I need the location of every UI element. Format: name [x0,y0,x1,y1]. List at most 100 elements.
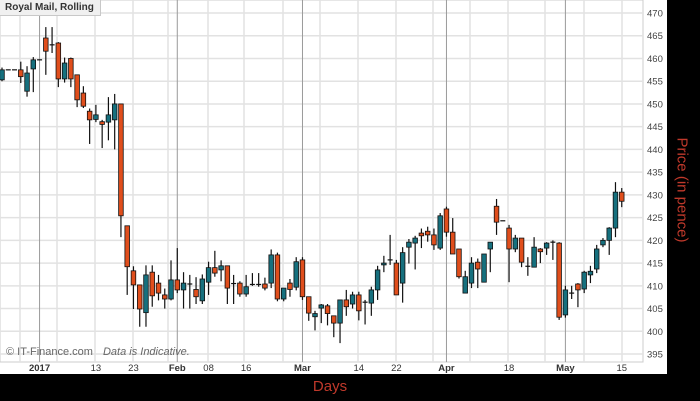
candle-body [143,274,149,314]
watermark-text: © IT-Finance.com [6,346,93,358]
x-tick-label: 16 [241,363,252,374]
candle [581,270,587,294]
candle [456,248,462,279]
candle-body [575,283,581,291]
candle-body [531,246,537,268]
candle-body [193,289,199,298]
candle [237,281,243,297]
candle-body [424,230,431,236]
candle-body [224,265,231,289]
candle-body [349,294,356,305]
candle [374,265,381,300]
candle [111,93,118,150]
x-tick-label: 23 [128,363,139,374]
x-tick-label: May [556,363,575,374]
candle [24,66,30,97]
x-tick-label: 2017 [29,363,50,374]
candle-body [506,227,512,250]
candle [149,265,155,307]
candle-body [581,271,587,290]
candle-body [243,286,249,295]
candle [569,285,575,300]
candle [155,274,162,301]
y-tick-label: 400 [647,327,663,338]
candle-body [268,254,274,284]
candle-body [124,225,130,268]
candle-body [306,296,312,314]
x-axis-label: Days [312,378,348,395]
x-tick-label: 22 [391,363,402,374]
candle-body [619,191,625,202]
candle [30,57,36,93]
candle [493,198,500,235]
y-tick-label: 465 [647,31,663,42]
candle-body [55,42,62,80]
candle [74,74,80,108]
x-tick-label: Mar [294,363,311,374]
candle-body [562,289,569,316]
candle [287,278,293,297]
y-tick-label: 395 [647,350,663,361]
candle-body [212,267,218,274]
candle [525,257,531,276]
candle-body [556,242,562,318]
candle [368,286,375,316]
candle-body [205,267,212,283]
candle [312,310,318,331]
candle-body [337,299,343,324]
candle [231,274,237,305]
candle-body [606,227,612,241]
candle [43,27,49,75]
candle [143,265,149,327]
candle [450,218,456,255]
candle-body [518,237,525,263]
candle [612,182,619,238]
candle [337,299,343,344]
candle-body [218,265,224,271]
x-tick-label: 08 [203,363,214,374]
candle-body [174,279,180,291]
candle-body [406,241,412,248]
candle [600,238,606,248]
candle [356,291,362,321]
candle-body [68,58,74,80]
candle [412,235,418,270]
candle [331,315,337,338]
candle-body [43,37,49,52]
candle [468,257,475,289]
candle [531,237,537,268]
candle [324,304,331,326]
candle [306,296,312,321]
candle-body [118,103,124,217]
y-tick-label: 415 [647,259,663,270]
candle-body [443,208,450,233]
candle-body [274,254,281,300]
candle-body [594,248,600,270]
y-tick-label: 435 [647,168,663,179]
candle [256,273,262,287]
candle [362,299,368,325]
chart-title: Royal Mail, Rolling [0,0,101,16]
y-tick-label: 410 [647,281,663,292]
candle-body [356,294,362,312]
candle [274,252,281,302]
candle [556,242,562,320]
candle [61,57,68,83]
candle [387,234,393,265]
candle [180,272,187,309]
candle [506,224,512,283]
candle [299,257,306,300]
candle [137,284,143,327]
candle [550,240,556,260]
candle [487,241,493,273]
candle-body [318,304,324,309]
candle [193,277,199,305]
candle-body [399,252,406,284]
x-tick-label: 18 [504,363,515,374]
y-tick-label: 460 [647,54,663,65]
candle-body [493,205,500,223]
candle [93,104,99,123]
candle-body [24,72,30,92]
candlestick-chart: 395 400 405 410 415 420 425 430 435 440 445 450 455 4… [0,0,663,374]
candle-body [431,234,437,246]
